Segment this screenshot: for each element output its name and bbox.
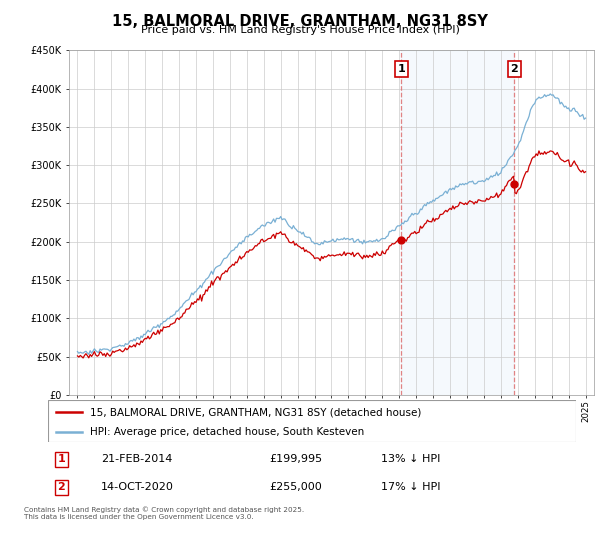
Text: Price paid vs. HM Land Registry's House Price Index (HPI): Price paid vs. HM Land Registry's House … (140, 25, 460, 35)
Text: 17% ↓ HPI: 17% ↓ HPI (380, 482, 440, 492)
Bar (401, 50, 514, 395)
Text: HPI: Average price, detached house, South Kesteven: HPI: Average price, detached house, Sout… (90, 427, 364, 437)
Text: 21-FEB-2014: 21-FEB-2014 (101, 454, 172, 464)
Text: 15, BALMORAL DRIVE, GRANTHAM, NG31 8SY (detached house): 15, BALMORAL DRIVE, GRANTHAM, NG31 8SY (… (90, 407, 422, 417)
Text: 1: 1 (58, 454, 65, 464)
Text: 15, BALMORAL DRIVE, GRANTHAM, NG31 8SY: 15, BALMORAL DRIVE, GRANTHAM, NG31 8SY (112, 14, 488, 29)
Text: 2: 2 (58, 482, 65, 492)
Text: 13% ↓ HPI: 13% ↓ HPI (380, 454, 440, 464)
FancyBboxPatch shape (48, 400, 576, 442)
Text: 1: 1 (398, 64, 406, 74)
Text: £199,995: £199,995 (270, 454, 323, 464)
Text: £255,000: £255,000 (270, 482, 323, 492)
Text: Contains HM Land Registry data © Crown copyright and database right 2025.
This d: Contains HM Land Registry data © Crown c… (24, 507, 304, 520)
Text: 14-OCT-2020: 14-OCT-2020 (101, 482, 173, 492)
Text: 2: 2 (511, 64, 518, 74)
